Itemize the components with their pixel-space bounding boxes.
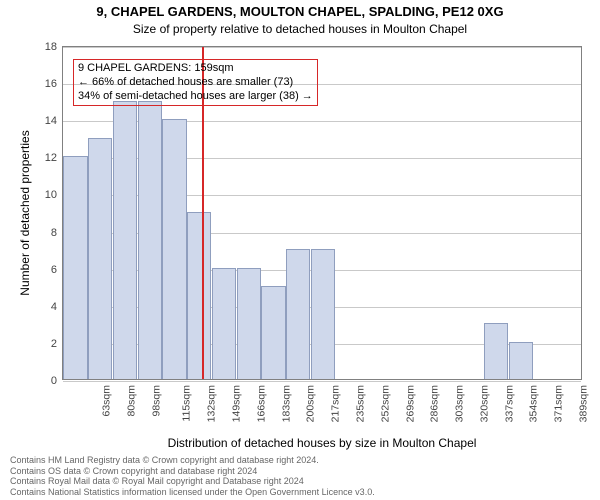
y-tick-label: 0 bbox=[51, 375, 63, 387]
x-tick-label: 286sqm bbox=[429, 385, 441, 422]
y-tick-label: 18 bbox=[45, 41, 63, 53]
x-tick-label: 132sqm bbox=[206, 385, 218, 422]
footer-line-4: Contains National Statistics information… bbox=[10, 487, 375, 498]
gridline-h bbox=[63, 47, 581, 48]
y-tick-label: 2 bbox=[51, 338, 63, 350]
y-tick-label: 16 bbox=[45, 78, 63, 90]
x-tick-label: 217sqm bbox=[330, 385, 342, 422]
footer-line-1: Contains HM Land Registry data © Crown c… bbox=[10, 455, 375, 466]
gridline-h bbox=[63, 381, 581, 382]
histogram-bar bbox=[187, 212, 211, 379]
x-tick-label: 63sqm bbox=[101, 385, 113, 417]
y-tick-label: 12 bbox=[45, 152, 63, 164]
x-tick-label: 303sqm bbox=[453, 385, 465, 422]
annotation-line-2: ← 66% of detached houses are smaller (73… bbox=[78, 76, 313, 90]
annotation-box: 9 CHAPEL GARDENS: 159sqm ← 66% of detach… bbox=[73, 59, 318, 106]
x-tick-label: 115sqm bbox=[180, 385, 192, 422]
x-tick-label: 354sqm bbox=[528, 385, 540, 422]
annotation-line-1: 9 CHAPEL GARDENS: 159sqm bbox=[78, 62, 313, 76]
histogram-bar bbox=[509, 342, 533, 379]
chart-title-line2: Size of property relative to detached ho… bbox=[0, 22, 600, 36]
histogram-bar bbox=[162, 119, 186, 379]
y-axis-label: Number of detached properties bbox=[18, 46, 32, 380]
footer-line-2: Contains OS data © Crown copyright and d… bbox=[10, 466, 375, 477]
x-tick-label: 235sqm bbox=[354, 385, 366, 422]
plot-area: 02468101214161863sqm80sqm98sqm115sqm132s… bbox=[62, 46, 582, 380]
annotation-line-3: 34% of semi-detached houses are larger (… bbox=[78, 90, 313, 104]
chart-title-line1: 9, CHAPEL GARDENS, MOULTON CHAPEL, SPALD… bbox=[0, 4, 600, 19]
y-tick-label: 6 bbox=[51, 264, 63, 276]
x-axis-label: Distribution of detached houses by size … bbox=[62, 436, 582, 450]
x-tick-label: 269sqm bbox=[404, 385, 416, 422]
x-tick-label: 149sqm bbox=[231, 385, 243, 422]
y-tick-label: 10 bbox=[45, 189, 63, 201]
histogram-bar bbox=[88, 138, 112, 379]
x-tick-label: 98sqm bbox=[150, 385, 162, 417]
x-tick-label: 337sqm bbox=[503, 385, 515, 422]
y-tick-label: 8 bbox=[51, 227, 63, 239]
x-tick-label: 371sqm bbox=[552, 385, 564, 422]
histogram-bar bbox=[484, 323, 508, 379]
footer-attribution: Contains HM Land Registry data © Crown c… bbox=[0, 455, 375, 498]
histogram-bar bbox=[212, 268, 236, 379]
histogram-bar bbox=[113, 101, 137, 379]
y-tick-label: 14 bbox=[45, 115, 63, 127]
footer-line-3: Contains Royal Mail data © Royal Mail co… bbox=[10, 476, 375, 487]
histogram-bar bbox=[237, 268, 261, 379]
histogram-bar bbox=[261, 286, 285, 379]
x-tick-label: 183sqm bbox=[280, 385, 292, 422]
histogram-bar bbox=[311, 249, 335, 379]
y-tick-label: 4 bbox=[51, 301, 63, 313]
x-tick-label: 200sqm bbox=[305, 385, 317, 422]
x-tick-label: 320sqm bbox=[478, 385, 490, 422]
x-tick-label: 80sqm bbox=[126, 385, 138, 417]
histogram-bar bbox=[63, 156, 87, 379]
x-tick-label: 389sqm bbox=[577, 385, 589, 422]
x-tick-label: 252sqm bbox=[379, 385, 391, 422]
histogram-bar bbox=[286, 249, 310, 379]
histogram-bar bbox=[138, 101, 162, 379]
x-tick-label: 166sqm bbox=[255, 385, 267, 422]
